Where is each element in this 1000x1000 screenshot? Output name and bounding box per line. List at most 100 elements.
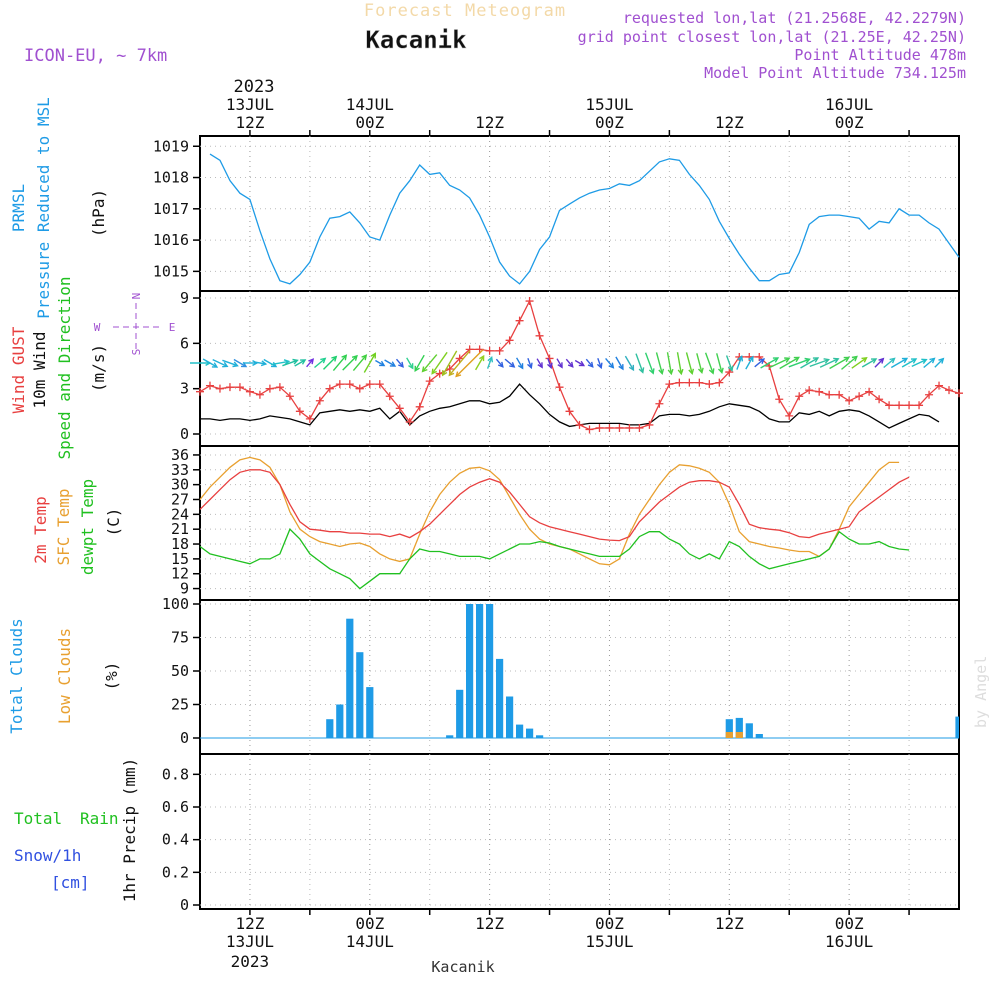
- wind-arrow-shaft: [486, 357, 493, 369]
- wind-gust-marker: [315, 396, 324, 405]
- temp-2m-line: [199, 469, 910, 542]
- wind-arrow: [829, 356, 850, 370]
- wind-arrow-head: [557, 362, 563, 369]
- wind-gust-marker: [535, 331, 544, 340]
- wind-arrow-head: [398, 361, 404, 368]
- wind-gust-marker: [335, 380, 344, 389]
- wind-gust-marker: [405, 417, 414, 426]
- wind-gust-marker: [375, 380, 384, 389]
- precip-ytick-label: 0.6: [162, 798, 189, 816]
- wind-gust-marker: [495, 346, 504, 355]
- wind-arrow-head: [708, 368, 715, 375]
- wind-arrow: [565, 358, 574, 368]
- wind-gust-marker: [775, 395, 784, 404]
- wind-arrow-head: [587, 361, 594, 368]
- wind-arrow-head: [748, 355, 754, 362]
- wind-arrow-head: [618, 364, 624, 371]
- top-date-label: 13JUL: [226, 95, 274, 114]
- wind-arrow-head: [567, 361, 574, 368]
- wind-arrow: [495, 358, 504, 368]
- wind-gust-marker: [255, 390, 264, 399]
- wind-arrow-head: [300, 359, 307, 365]
- low-cloud-bar: [725, 732, 733, 738]
- wind-arrow: [202, 358, 219, 368]
- model-altitude: Model Point Altitude 734.125m: [704, 64, 966, 82]
- cloud-bar: [356, 652, 364, 738]
- wind-arrow-shaft: [901, 358, 917, 368]
- wind-arrow: [696, 353, 704, 375]
- wind-arrow-head: [697, 367, 704, 375]
- wind-arrow-shaft: [294, 359, 306, 367]
- wind-arrow: [605, 357, 615, 369]
- wind-arrow-head: [211, 362, 219, 368]
- wind-arrow: [736, 355, 744, 370]
- wind-arrow-head: [638, 367, 645, 374]
- cloud-bar: [506, 696, 514, 738]
- temp-ytick-label: 12: [171, 565, 189, 583]
- temp-sfc-label: SFC Temp: [54, 488, 73, 565]
- wind-arrow: [685, 352, 695, 376]
- top-date-label: 15JUL: [585, 95, 633, 114]
- wind-gust-marker: [305, 414, 314, 423]
- wind-ytick-label: 6: [180, 334, 189, 352]
- wind-arrow-head: [688, 368, 695, 376]
- cloud-bar: [366, 687, 374, 738]
- wind-arrow-head: [421, 366, 428, 373]
- wind-gust-marker: [855, 392, 864, 401]
- wind-arrow: [911, 358, 928, 368]
- bottom-year-label: 2023: [231, 952, 270, 971]
- wind-arrow-head: [455, 371, 462, 378]
- wind-gust-marker: [705, 380, 714, 389]
- wind-arrow: [754, 358, 766, 368]
- wind-arrow-shaft: [332, 354, 347, 372]
- cloud-bar: [446, 735, 454, 738]
- wind-arrow-shaft: [644, 352, 654, 374]
- wind-arrow-head: [414, 365, 420, 373]
- wind-gust-marker: [875, 395, 884, 404]
- wind-arrow: [536, 358, 543, 369]
- wind-arrow-shaft: [829, 356, 850, 370]
- wind-gust-label: Wind GUST: [9, 326, 28, 413]
- wind-arrow-head: [938, 357, 945, 364]
- wind-arrow-head: [379, 360, 386, 367]
- wind-arrow-head: [537, 362, 543, 369]
- wind-arrow-shaft: [819, 358, 839, 368]
- prmsl-label: PRMSL: [9, 184, 28, 232]
- wind-arrow: [716, 353, 724, 375]
- wind-arrow-shaft: [504, 358, 515, 368]
- cloud-bar: [745, 723, 753, 738]
- cloud-labels: Total Clouds Low Clouds (%): [7, 618, 121, 734]
- temp-2m-label: 2m Temp: [31, 496, 50, 563]
- wind-arrow: [901, 358, 918, 368]
- wind-arrow: [666, 352, 674, 376]
- wind-gust-marker: [795, 392, 804, 401]
- wind-arrow-head: [758, 358, 766, 365]
- wind-arrow-head: [823, 358, 830, 364]
- wind-arrow-shaft: [605, 357, 614, 369]
- wind-arrow-head: [628, 364, 635, 372]
- wind-arrow-head: [260, 360, 268, 367]
- wind-arrow-shaft: [474, 355, 485, 371]
- precip-rain-label: Rain: [80, 809, 119, 828]
- wind-arrow-head: [222, 361, 229, 368]
- total-clouds-label: Total Clouds: [7, 618, 26, 734]
- wind-arrow-head: [497, 361, 504, 368]
- wind-labels: Wind GUST 10m Wind Speed and Direction (…: [9, 276, 175, 459]
- wind-gust-marker: [196, 387, 204, 396]
- top-title: Forecast Meteogram: [364, 1, 566, 21]
- wind-arrow-shaft: [788, 358, 810, 368]
- wind-arrow-head: [596, 362, 603, 370]
- wind-arrow: [504, 358, 516, 368]
- wind-arrow-head: [547, 362, 553, 370]
- wind-arrow-head: [929, 357, 936, 364]
- pressure-ytick-label: 1015: [153, 262, 189, 280]
- wind-gust-marker: [285, 392, 294, 401]
- wind-arrow-head: [784, 357, 791, 363]
- wind-speed-line: [200, 383, 940, 429]
- wind-arrow-head: [431, 368, 438, 375]
- precip-labels: Total Rain Snow/1h [cm] 1hr Precip (mm): [14, 758, 139, 903]
- precip-cm-label: [cm]: [51, 873, 90, 892]
- wind-arrow: [406, 357, 414, 370]
- temp-ytick-label: 9: [180, 580, 189, 598]
